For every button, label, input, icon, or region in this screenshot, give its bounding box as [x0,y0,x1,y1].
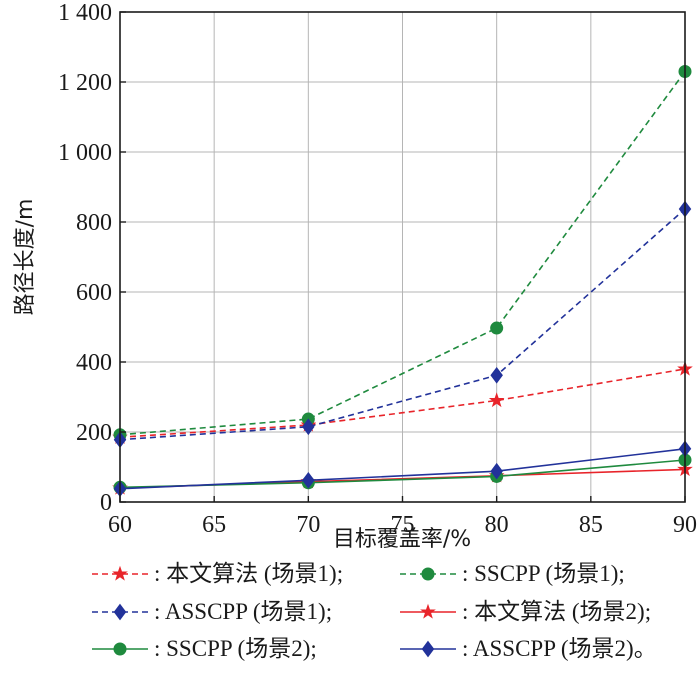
legend-item-4: : 本文算法 (场景2); [400,599,651,624]
legend-label: : ASSCPP (场景1); [154,599,332,624]
x-tick-label: 80 [485,512,509,538]
y-tick-label: 1 000 [58,140,112,166]
legend-item-5: : SSCPP (场景2); [92,636,317,661]
legend-item-1: : 本文算法 (场景1); [92,561,343,586]
series-line [119,71,686,436]
legend-item-3: : ASSCPP (场景1); [92,599,332,624]
series-line [119,208,686,441]
series-line [119,448,686,490]
x-tick-label: 90 [673,512,697,538]
legend-marker-star [112,565,128,581]
series-group [112,65,693,498]
series-line [119,368,686,439]
legend-label: : SSCPP (场景1); [462,561,625,586]
legend-marker-circle [113,642,127,656]
axis-ticks: 60 65 70 75 80 85 90 0 200 400 600 800 1 000 1 200 1 4… [58,0,697,538]
legend-item-6: : ASSCPP (场景2)。 [400,636,657,661]
grid-lines [120,12,685,502]
legend-label: : 本文算法 (场景2); [462,599,651,624]
x-axis-title: 目标覆盖率/% [333,527,471,552]
legend-label: : ASSCPP (场景2)。 [462,636,657,661]
data-point-star [488,392,505,408]
legend-marker-star [420,603,436,619]
legend-label: : 本文算法 (场景1); [154,561,343,586]
legend-item-2: : SSCPP (场景1); [400,561,625,586]
y-axis-title: 路径长度/m [13,199,38,316]
legend-marker-diamond [421,640,435,658]
legend-label: : SSCPP (场景2); [154,636,317,661]
x-tick-label: 65 [202,512,226,538]
y-tick-label: 600 [76,280,112,306]
data-point-diamond [302,418,315,436]
x-tick-label: 70 [296,512,320,538]
legend: : 本文算法 (场景1); : SSCPP (场景1); : ASSCPP (场景1… [92,561,657,661]
y-tick-label: 1 200 [58,70,112,96]
y-tick-label: 400 [76,350,112,376]
data-point-circle [490,321,504,335]
x-tick-label: 85 [579,512,603,538]
x-tick-label: 75 [391,512,415,538]
y-tick-label: 0 [100,490,112,516]
x-tick-label: 60 [108,512,132,538]
data-point-diamond [490,462,503,480]
legend-marker-diamond [113,603,127,621]
y-tick-label: 200 [76,420,112,446]
legend-marker-circle [421,567,435,581]
y-tick-label: 1 400 [58,0,112,26]
series-6 [113,440,692,498]
data-point-diamond [490,366,503,384]
y-tick-label: 800 [76,210,112,236]
data-point-diamond [302,471,315,489]
